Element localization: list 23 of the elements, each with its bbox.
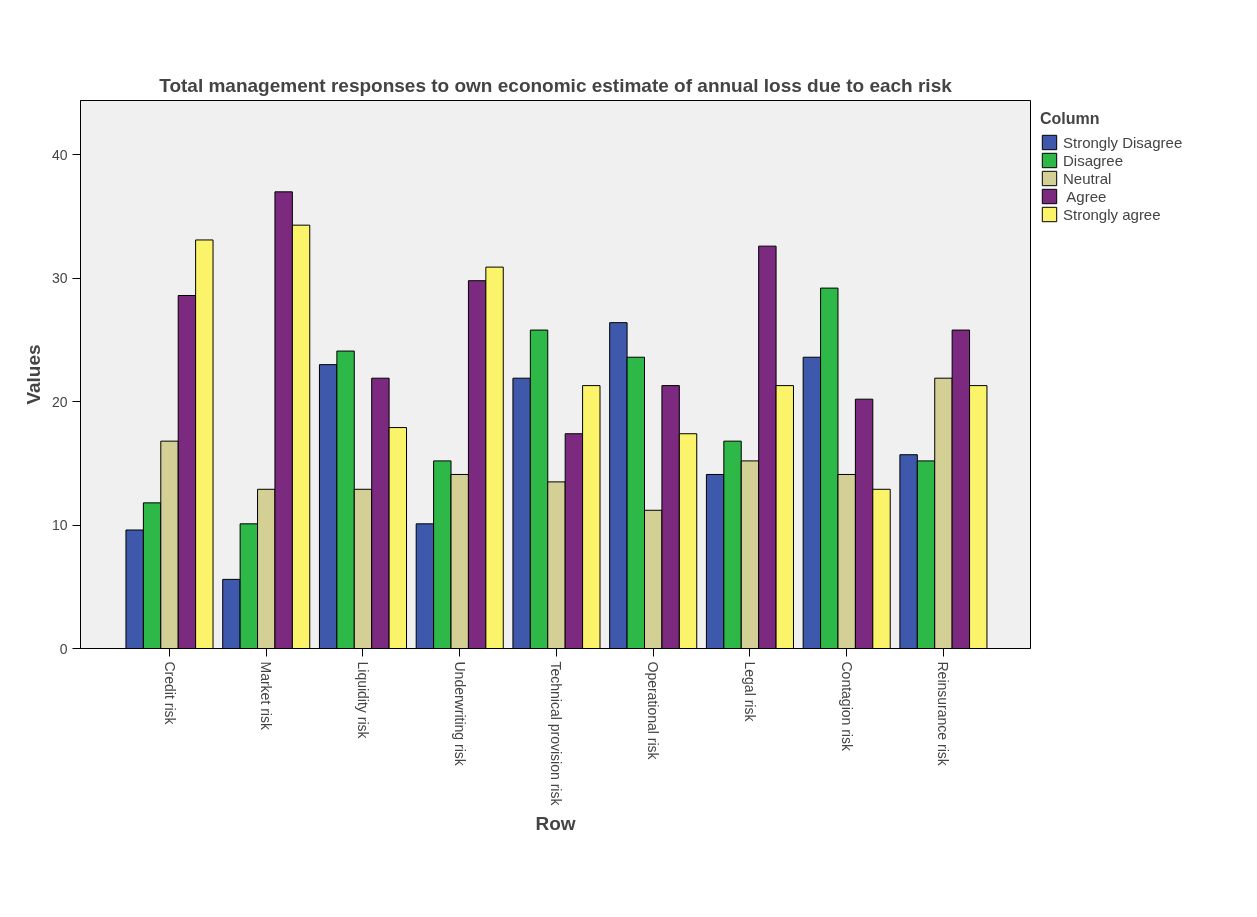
x-tick-label: Legal risk (741, 661, 758, 723)
x-tick-label: Credit risk (161, 661, 178, 726)
x-tick-label: Operational risk (645, 661, 662, 761)
legend-label: Strongly Disagree (1063, 133, 1183, 151)
legend-label: Disagree (1063, 151, 1124, 169)
x-tick-label: Technical provision risk (548, 661, 565, 807)
y-tick-label: 40 (51, 146, 68, 163)
legend-title: Column (1040, 110, 1101, 128)
y-tick-label: 30 (51, 270, 68, 287)
x-tick-label: Reinsurance risk (935, 661, 952, 767)
y-tick-label: 10 (51, 517, 68, 534)
x-tick-label: Underwriting risk (451, 661, 468, 767)
legend-label: Neutral (1063, 169, 1112, 187)
x-tick-label: Liquidity risk (354, 661, 371, 740)
x-tick-label: Contagion risk (838, 661, 855, 752)
x-axis-title: Row (535, 813, 576, 835)
x-tick-label: Market risk (258, 661, 275, 731)
y-tick-label: 20 (51, 393, 68, 410)
y-axis-title: Values (22, 344, 44, 405)
chart-title: Total management responses to own economic estimate of annual loss due to each risk (159, 74, 953, 96)
y-tick-label: 0 (59, 640, 68, 657)
legend-label: Agree (1065, 187, 1107, 205)
legend-label: Strongly agree (1063, 205, 1161, 223)
